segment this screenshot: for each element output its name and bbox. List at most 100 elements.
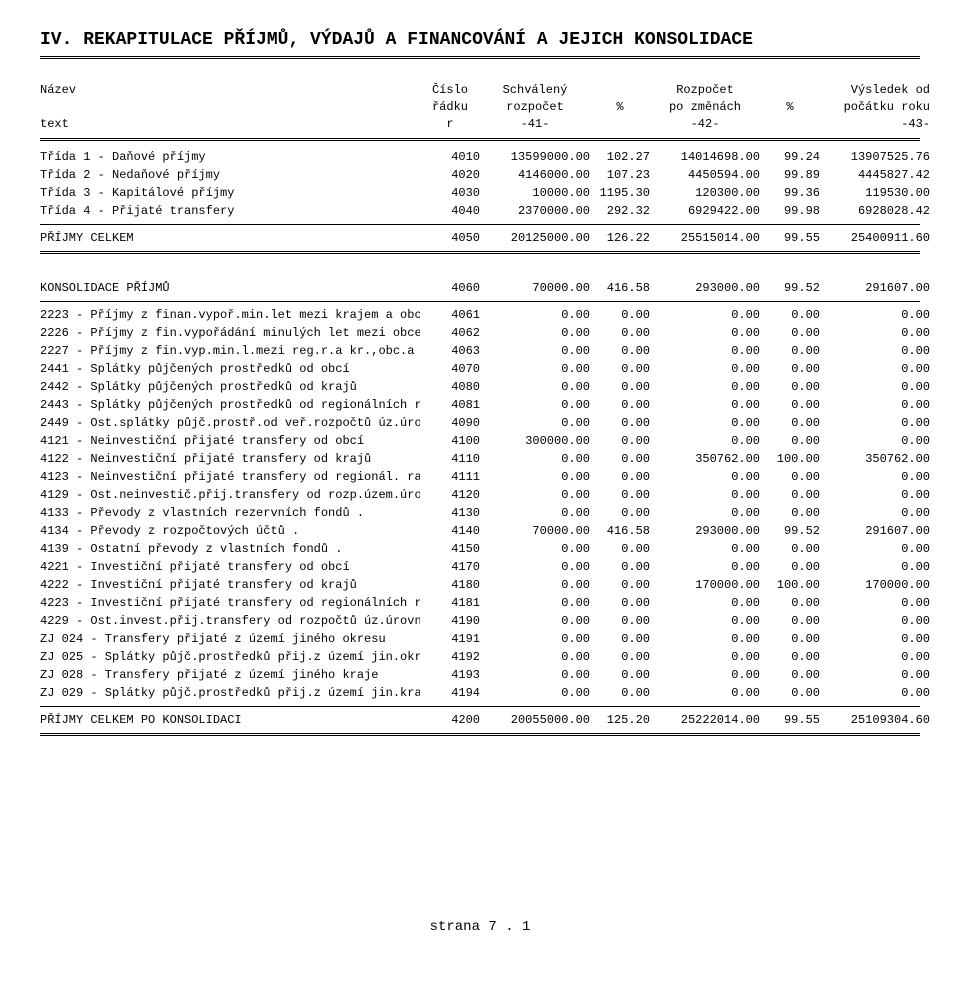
row-c4: 293000.00 (650, 279, 760, 297)
row-c5: 99.55 (760, 229, 820, 247)
row-c2: 20055000.00 (480, 711, 590, 729)
row-c5: 0.00 (760, 324, 820, 342)
row-c2: 0.00 (480, 648, 590, 666)
row-label: 4229 - Ost.invest.přij.transfery od rozp… (40, 612, 420, 630)
row-c3: 0.00 (590, 450, 650, 468)
row-c6: 0.00 (820, 540, 930, 558)
row-c3: 0.00 (590, 432, 650, 450)
row-label: 4222 - Investiční přijaté transfery od k… (40, 576, 420, 594)
row-c2: 13599000.00 (480, 148, 590, 166)
row-c5: 0.00 (760, 486, 820, 504)
row-c3: 0.00 (590, 540, 650, 558)
row-c5: 0.00 (760, 378, 820, 396)
row-c5: 0.00 (760, 612, 820, 630)
row-num: 4180 (420, 576, 480, 594)
row-label: ZJ 029 - Splátky půjč.prostředků přij.z … (40, 684, 420, 702)
row-c3: 416.58 (590, 522, 650, 540)
row-c4: 0.00 (650, 342, 760, 360)
row-c6: 291607.00 (820, 522, 930, 540)
row-c2: 0.00 (480, 468, 590, 486)
row-c6: 0.00 (820, 396, 930, 414)
row-c6: 0.00 (820, 630, 930, 648)
row-num: 4192 (420, 648, 480, 666)
row-c4: 0.00 (650, 306, 760, 324)
row-c4: 0.00 (650, 504, 760, 522)
row-c4: 0.00 (650, 432, 760, 450)
row-num: 4100 (420, 432, 480, 450)
row-label: ZJ 025 - Splátky půjč.prostředků přij.z … (40, 648, 420, 666)
table-row: 4133 - Převody z vlastních rezervních fo… (40, 504, 920, 522)
row-label: 4221 - Investiční přijaté transfery od o… (40, 558, 420, 576)
table-row: 4222 - Investiční přijaté transfery od k… (40, 576, 920, 594)
row-c6: 0.00 (820, 342, 930, 360)
section1-total: PŘÍJMY CELKEM405020125000.00126.22255150… (40, 229, 920, 247)
row-label: 2442 - Splátky půjčených prostředků od k… (40, 378, 420, 396)
row-c2: 300000.00 (480, 432, 590, 450)
row-label: 4134 - Převody z rozpočtových účtů . (40, 522, 420, 540)
row-c3: 0.00 (590, 612, 650, 630)
row-c4: 25222014.00 (650, 711, 760, 729)
row-c5: 0.00 (760, 558, 820, 576)
row-c2: 10000.00 (480, 184, 590, 202)
row-label: 4133 - Převody z vlastních rezervních fo… (40, 504, 420, 522)
row-c2: 0.00 (480, 684, 590, 702)
row-c2: 0.00 (480, 630, 590, 648)
row-label: 4123 - Neinvestiční přijaté transfery od… (40, 468, 420, 486)
row-c5: 0.00 (760, 306, 820, 324)
table-row: 4121 - Neinvestiční přijaté transfery od… (40, 432, 920, 450)
table-row: 4223 - Investiční přijaté transfery od r… (40, 594, 920, 612)
header-pct1: % (590, 82, 650, 132)
row-c4: 0.00 (650, 414, 760, 432)
row-c4: 350762.00 (650, 450, 760, 468)
row-c5: 99.98 (760, 202, 820, 220)
row-c2: 0.00 (480, 540, 590, 558)
row-c3: 0.00 (590, 648, 650, 666)
row-c4: 0.00 (650, 666, 760, 684)
row-c2: 0.00 (480, 612, 590, 630)
row-num: 4200 (420, 711, 480, 729)
row-c6: 0.00 (820, 684, 930, 702)
row-c4: 0.00 (650, 612, 760, 630)
header-budget: Schválený rozpočet -41- (480, 82, 590, 132)
row-num: 4120 (420, 486, 480, 504)
row-label: Třída 1 - Daňové příjmy (40, 148, 420, 166)
row-c2: 0.00 (480, 342, 590, 360)
table-row: ZJ 024 - Transfery přijaté z území jinéh… (40, 630, 920, 648)
row-c3: 1195.30 (590, 184, 650, 202)
row-c3: 0.00 (590, 666, 650, 684)
row-c6: 4445827.42 (820, 166, 930, 184)
row-c2: 4146000.00 (480, 166, 590, 184)
table-row: ZJ 028 - Transfery přijaté z území jinéh… (40, 666, 920, 684)
row-c5: 100.00 (760, 576, 820, 594)
row-label: 4129 - Ost.neinvestič.přij.transfery od … (40, 486, 420, 504)
row-num: 4110 (420, 450, 480, 468)
rule-double (40, 251, 920, 257)
row-c6: 6928028.42 (820, 202, 930, 220)
row-c2: 0.00 (480, 666, 590, 684)
row-c2: 0.00 (480, 594, 590, 612)
row-num: 4150 (420, 540, 480, 558)
row-c6: 119530.00 (820, 184, 930, 202)
row-c4: 0.00 (650, 468, 760, 486)
row-label: Třída 4 - Přijaté transfery (40, 202, 420, 220)
row-label: 2227 - Příjmy z fin.vyp.min.l.mezi reg.r… (40, 342, 420, 360)
row-num: 4111 (420, 468, 480, 486)
row-num: 4191 (420, 630, 480, 648)
row-c4: 0.00 (650, 594, 760, 612)
row-num: 4194 (420, 684, 480, 702)
row-label: 4122 - Neinvestiční přijaté transfery od… (40, 450, 420, 468)
row-c4: 4450594.00 (650, 166, 760, 184)
row-c5: 99.36 (760, 184, 820, 202)
header-changes: Rozpočet po změnách -42- (650, 82, 760, 132)
row-c3: 0.00 (590, 576, 650, 594)
row-c3: 0.00 (590, 594, 650, 612)
row-c3: 0.00 (590, 684, 650, 702)
table-row: Třída 3 - Kapitálové příjmy403010000.001… (40, 184, 920, 202)
row-c4: 6929422.00 (650, 202, 760, 220)
row-num: 4060 (420, 279, 480, 297)
row-c6: 0.00 (820, 306, 930, 324)
row-num: 4170 (420, 558, 480, 576)
rule-single (40, 224, 920, 225)
row-c5: 0.00 (760, 432, 820, 450)
row-label: ZJ 028 - Transfery přijaté z území jinéh… (40, 666, 420, 684)
